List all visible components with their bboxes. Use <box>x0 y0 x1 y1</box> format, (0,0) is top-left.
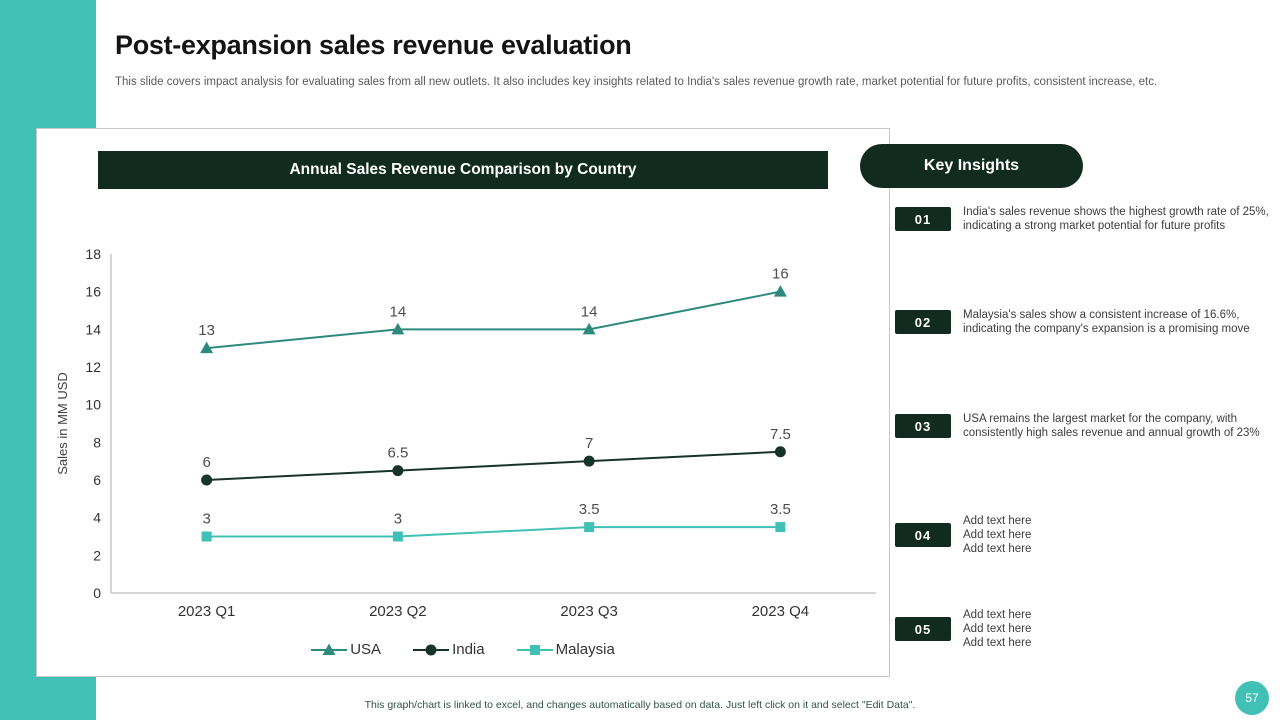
footer-note: This graph/chart is linked to excel, and… <box>364 699 916 711</box>
svg-text:3: 3 <box>394 511 402 528</box>
insight-text: Malaysia's sales show a consistent incre… <box>963 309 1250 335</box>
insight-item: 02 Malaysia's sales show a consistent in… <box>895 308 1275 336</box>
svg-text:16: 16 <box>85 284 101 300</box>
insight-item: 05 Add text here Add text here Add text … <box>895 608 1275 650</box>
svg-text:4: 4 <box>93 510 101 526</box>
legend-label: Malaysia <box>555 641 615 658</box>
series-usa: 13 14 14 16 <box>198 266 789 354</box>
insight-item: 01 India's sales revenue shows the highe… <box>895 205 1275 233</box>
svg-text:16: 16 <box>772 266 789 283</box>
insight-text: Add text here Add text here Add text her… <box>963 609 1032 649</box>
key-insights-header: Key Insights <box>860 144 1083 188</box>
svg-text:2023 Q2: 2023 Q2 <box>369 603 427 620</box>
insight-item: 04 Add text here Add text here Add text … <box>895 514 1275 556</box>
chart-title: Annual Sales Revenue Comparison by Count… <box>98 151 828 189</box>
svg-text:13: 13 <box>198 322 215 339</box>
svg-text:14: 14 <box>581 303 598 320</box>
legend-marker-icon <box>516 644 553 655</box>
insight-text: Add text here Add text here Add text her… <box>963 515 1032 555</box>
legend-item-usa: USA <box>311 641 381 658</box>
svg-text:3.5: 3.5 <box>770 501 791 518</box>
svg-text:7.5: 7.5 <box>770 426 791 443</box>
insight-number-badge: 03 <box>895 414 951 438</box>
chart-legend: USA India Malaysia <box>37 641 889 658</box>
svg-text:6.5: 6.5 <box>387 445 408 462</box>
legend-label: USA <box>350 641 382 658</box>
svg-text:14: 14 <box>85 321 101 337</box>
legend-marker-icon <box>413 644 450 655</box>
page-title: Post-expansion sales revenue evaluation <box>115 30 632 60</box>
insight-item: 03 USA remains the largest market for th… <box>895 412 1275 440</box>
line-chart[interactable]: 0 2 4 6 8 10 12 14 16 18 Sales in MM USD 2023 Q1 202… <box>37 129 891 678</box>
x-axis-labels: 2023 Q1 2023 Q2 2023 Q3 2023 Q4 <box>178 603 809 620</box>
insight-number-badge: 05 <box>895 617 951 641</box>
svg-text:14: 14 <box>390 303 407 320</box>
axes <box>110 254 876 594</box>
insight-text: India's sales revenue shows the highest … <box>963 206 1269 232</box>
svg-text:10: 10 <box>85 397 101 413</box>
svg-text:2023 Q3: 2023 Q3 <box>560 603 618 620</box>
legend-marker-icon <box>311 643 348 655</box>
insight-number-badge: 01 <box>895 207 951 231</box>
series-malaysia: 3 3 3.5 3.5 <box>201 501 791 542</box>
series-india: 6 6.5 7 7.5 <box>201 426 791 486</box>
svg-text:18: 18 <box>85 246 101 262</box>
svg-text:8: 8 <box>93 434 101 450</box>
svg-text:6: 6 <box>93 472 101 488</box>
svg-text:0: 0 <box>93 585 101 601</box>
page-subtitle: This slide covers impact analysis for ev… <box>115 76 1158 88</box>
legend-label: India <box>452 641 485 658</box>
svg-text:3.5: 3.5 <box>579 501 600 518</box>
page-number-badge: 57 <box>1235 681 1269 715</box>
y-axis-ticks: 0 2 4 6 8 10 12 14 16 18 <box>85 246 101 601</box>
insight-text: USA remains the largest market for the c… <box>963 413 1260 439</box>
svg-text:6: 6 <box>202 454 210 471</box>
legend-item-malaysia: Malaysia <box>516 641 615 658</box>
svg-text:3: 3 <box>202 511 210 528</box>
insight-number-badge: 04 <box>895 523 951 547</box>
chart-panel[interactable]: Annual Sales Revenue Comparison by Count… <box>36 128 890 677</box>
svg-text:2: 2 <box>93 547 101 563</box>
svg-text:7: 7 <box>585 435 593 452</box>
legend-item-india: India <box>413 641 485 658</box>
insight-number-badge: 02 <box>895 310 951 334</box>
y-axis-title: Sales in MM USD <box>55 372 70 475</box>
svg-text:12: 12 <box>85 359 101 375</box>
svg-text:2023 Q4: 2023 Q4 <box>752 603 810 620</box>
svg-text:2023 Q1: 2023 Q1 <box>178 603 236 620</box>
